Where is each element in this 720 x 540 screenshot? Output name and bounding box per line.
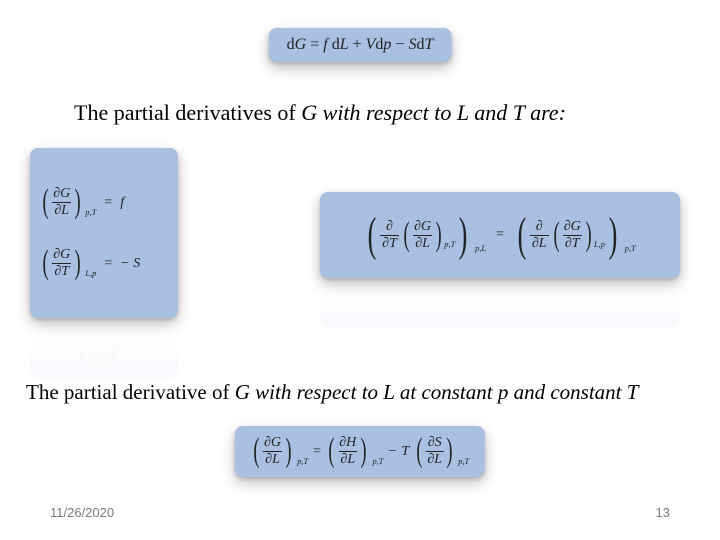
reflection: ( ∂G∂T ) L,p — [30, 318, 178, 378]
sub: p,T — [458, 457, 469, 466]
eq-dgdl: ( ∂G∂L ) p,T = f — [40, 187, 124, 218]
sub: p,T — [85, 208, 96, 217]
reflection — [320, 278, 680, 328]
caption-constant-p-t: The partial derivative of G with respect… — [26, 380, 638, 405]
tok: − — [388, 444, 396, 460]
tok: T — [401, 444, 409, 460]
tok: − S — [120, 256, 140, 272]
sub: p,L — [475, 244, 486, 253]
txt: The partial derivative of — [26, 380, 235, 404]
equation-bottom: ( ∂G∂L ) p,T = ( ∂H∂L ) p,T − T ( ∂S∂L )… — [235, 426, 485, 477]
txt: L — [457, 100, 469, 125]
txt: The partial derivatives of — [74, 100, 301, 125]
sub: L,p — [85, 269, 96, 278]
equations-left: ( ∂G∂L ) p,T = f ( ∂G∂T ) L,p = − S — [30, 148, 178, 318]
tok: = — [310, 36, 319, 54]
paren-outer: ( ∂∂L ( ∂G∂T ) L,p ) — [514, 216, 621, 254]
paren-outer: ( ∂∂T ( ∂G∂L ) p,T ) — [364, 216, 471, 254]
txt: T — [627, 380, 639, 404]
tok: = — [313, 444, 321, 460]
eq-dg-content: dG = f dL + Vdp − SdT — [287, 36, 434, 54]
sub: p,T — [372, 457, 383, 466]
txt: with respect to — [317, 100, 457, 125]
footer-page: 13 — [656, 505, 670, 520]
txt: and constant — [508, 380, 626, 404]
txt: p — [498, 380, 509, 404]
txt: at constant — [395, 380, 498, 404]
paren: ( ∂G∂L ) — [251, 436, 294, 467]
paren: ( ∂G∂T ) — [40, 248, 83, 279]
tok: = — [104, 256, 112, 272]
tok: + — [353, 36, 362, 54]
tok: − — [395, 36, 404, 54]
equation-mixed-partial: ( ∂∂T ( ∂G∂L ) p,T ) p,L = ( ∂∂L ( ∂G∂T — [320, 192, 680, 278]
txt: and — [469, 100, 513, 125]
txt: with respect to — [250, 380, 383, 404]
tok: = — [104, 195, 112, 211]
tok: SdT — [408, 36, 433, 54]
tok: f — [120, 195, 124, 211]
txt: T — [513, 100, 525, 125]
caption-partial-derivatives: The partial derivatives of G with respec… — [74, 100, 566, 126]
footer-date: 11/26/2020 — [50, 505, 114, 520]
equation-dg: dG = f dL + Vdp − SdT — [269, 28, 452, 62]
sub: p,T — [625, 244, 636, 253]
txt: L — [383, 380, 394, 404]
tok: = — [496, 227, 504, 243]
tok: Vdp — [366, 36, 392, 54]
paren: ( ∂S∂L ) — [414, 436, 455, 467]
txt: G — [301, 100, 317, 125]
footer: 11/26/2020 13 — [0, 505, 720, 520]
tok: f dL — [323, 36, 348, 54]
paren: ( ∂H∂L ) — [326, 436, 369, 467]
eq-dgdt: ( ∂G∂T ) L,p = − S — [40, 248, 140, 279]
sub: p,T — [297, 457, 308, 466]
txt: are: — [525, 100, 566, 125]
txt: G — [235, 380, 250, 404]
paren: ( ∂G∂L ) — [40, 187, 83, 218]
tok: dG — [287, 36, 307, 54]
